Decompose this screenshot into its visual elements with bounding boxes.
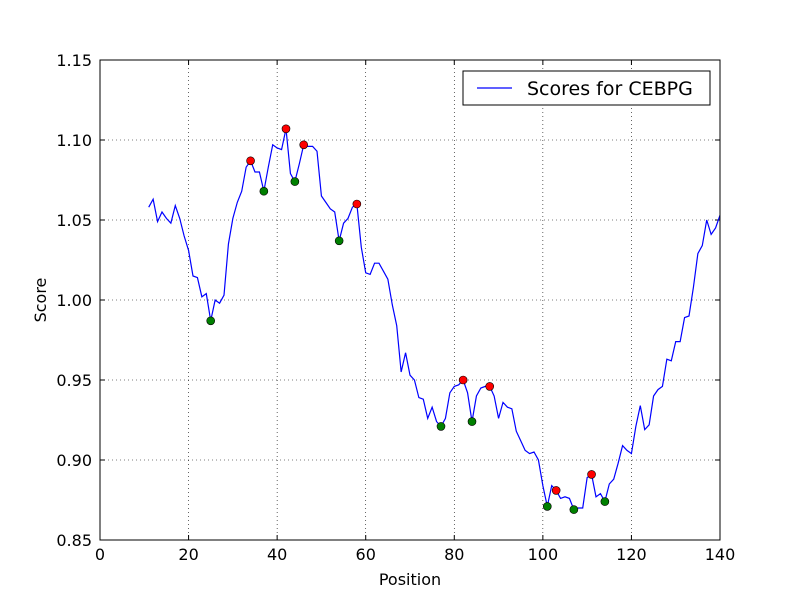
y-axis-label: Score <box>31 278 50 323</box>
marker <box>467 417 477 426</box>
marker <box>485 382 495 391</box>
marker <box>587 470 596 479</box>
x-tick-label: 40 <box>267 545 287 564</box>
marker <box>246 156 255 166</box>
marker <box>259 186 269 196</box>
legend-label: Scores for CEBPG <box>527 78 693 100</box>
marker <box>290 177 300 186</box>
marker <box>436 422 446 431</box>
x-axis-label: Position <box>379 570 441 589</box>
marker <box>299 140 309 150</box>
marker <box>281 124 291 134</box>
x-tick-label: 0 <box>95 545 105 564</box>
x-tick-label: 120 <box>616 545 647 564</box>
marker <box>352 199 362 209</box>
y-tick-label: 0.95 <box>56 371 92 390</box>
marker <box>600 497 610 506</box>
y-tick-label: 1.05 <box>56 211 92 230</box>
marker <box>458 375 468 385</box>
y-tick-label: 0.85 <box>56 531 92 550</box>
x-tick-label: 140 <box>705 545 736 564</box>
y-tick-label: 1.10 <box>56 131 92 150</box>
x-tick-label: 80 <box>444 545 464 564</box>
x-tick-label: 60 <box>356 545 376 564</box>
x-tick-label: 100 <box>528 545 559 564</box>
x-tick-label: 20 <box>178 545 198 564</box>
marker <box>542 502 552 511</box>
data-line <box>148 128 721 511</box>
marker <box>334 236 344 246</box>
marker <box>551 486 561 495</box>
y-tick-label: 1.15 <box>56 51 92 70</box>
marker <box>569 505 579 514</box>
y-tick-label: 1.00 <box>56 291 92 310</box>
plot-frame <box>99 59 721 541</box>
y-tick-label: 0.90 <box>56 451 92 470</box>
marker <box>206 316 216 326</box>
